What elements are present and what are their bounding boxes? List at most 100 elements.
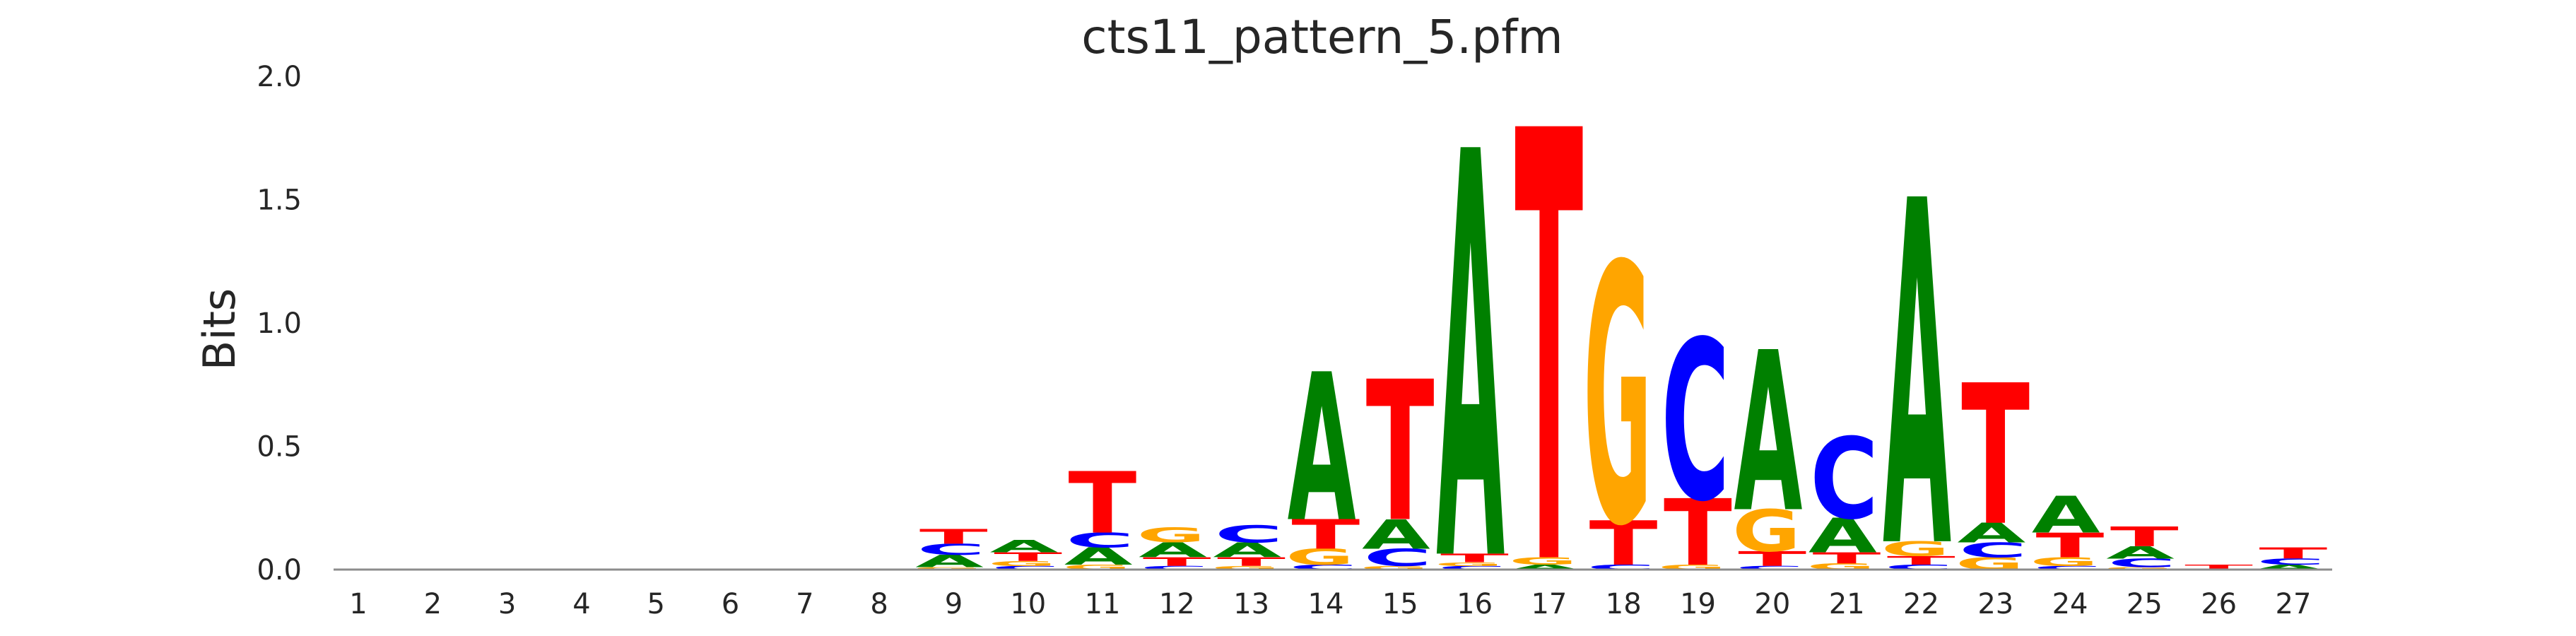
x-tick-label: 15 bbox=[1382, 588, 1418, 620]
letter-t: T bbox=[1440, 551, 1509, 565]
letter-c: C bbox=[1810, 415, 1878, 544]
svg-text:A: A bbox=[1288, 332, 1356, 567]
letter-a: A bbox=[1288, 332, 1356, 567]
letter-g: G bbox=[1732, 497, 1801, 565]
svg-text:T: T bbox=[2110, 521, 2179, 553]
svg-text:C: C bbox=[1140, 565, 1208, 570]
x-tick-label: 24 bbox=[2052, 588, 2088, 620]
svg-text:A: A bbox=[2255, 563, 2324, 571]
letter-t: T bbox=[919, 525, 988, 548]
svg-text:T: T bbox=[1515, 8, 1584, 636]
svg-text:T: T bbox=[919, 525, 988, 548]
svg-text:G: G bbox=[2030, 555, 2098, 568]
x-tick-label: 10 bbox=[1010, 588, 1046, 620]
svg-text:T: T bbox=[2184, 563, 2253, 571]
y-tick-label: 2.0 bbox=[257, 61, 302, 93]
svg-text:T: T bbox=[1589, 508, 1658, 579]
svg-text:T: T bbox=[1961, 345, 2030, 569]
y-axis-label: Bits bbox=[194, 288, 245, 370]
svg-text:C: C bbox=[1289, 563, 1358, 571]
letter-a: A bbox=[915, 551, 984, 571]
letter-t: T bbox=[1515, 8, 1584, 636]
letter-c: C bbox=[1587, 563, 1655, 571]
svg-text:C: C bbox=[1810, 415, 1878, 544]
x-tick-label: 19 bbox=[1680, 588, 1716, 620]
letter-c: C bbox=[1438, 565, 1507, 570]
letter-t: T bbox=[1738, 547, 1806, 570]
svg-text:T: T bbox=[1738, 547, 1806, 570]
y-tick-label: 1.0 bbox=[257, 307, 302, 340]
letter-c: C bbox=[992, 565, 1060, 570]
svg-text:C: C bbox=[992, 565, 1060, 570]
svg-text:C: C bbox=[1215, 521, 1283, 548]
letter-a: A bbox=[1957, 517, 2025, 549]
svg-text:T: T bbox=[1217, 555, 1286, 569]
x-axis-ticks: 1 2 3 4 5 6 7 8 9 10 11 12 13 14 15 16 17 18 19 20 21 22 23 24 2… bbox=[349, 588, 2311, 620]
letter-t: T bbox=[1366, 341, 1435, 565]
letter-t: T bbox=[1291, 511, 1360, 558]
svg-text:G: G bbox=[1881, 537, 1950, 560]
x-tick-label: 17 bbox=[1531, 588, 1567, 620]
svg-text:A: A bbox=[1139, 538, 1207, 562]
letter-a: A bbox=[1734, 305, 1803, 561]
letter-a: A bbox=[2106, 543, 2175, 563]
svg-text:C: C bbox=[1363, 544, 1432, 572]
letter-c: C bbox=[1959, 538, 2028, 563]
letter-t: T bbox=[1887, 553, 1955, 567]
chart-title: cts11_pattern_5.pfm bbox=[1081, 10, 1563, 64]
x-tick-label: 2 bbox=[424, 588, 442, 620]
letter-g: G bbox=[1360, 565, 1429, 570]
x-tick-label: 21 bbox=[1829, 588, 1865, 620]
svg-text:T: T bbox=[994, 550, 1062, 564]
x-tick-label: 23 bbox=[1977, 588, 2013, 620]
x-tick-label: 6 bbox=[722, 588, 739, 620]
letter-a: A bbox=[1511, 563, 1580, 571]
letter-a: A bbox=[1213, 538, 1281, 562]
letter-a: A bbox=[2255, 563, 2324, 571]
svg-text:C: C bbox=[2257, 557, 2325, 567]
letter-a: A bbox=[1139, 538, 1207, 562]
svg-text:T: T bbox=[1440, 551, 1509, 565]
svg-text:C: C bbox=[1736, 565, 1804, 570]
letter-a: A bbox=[1809, 509, 1877, 564]
y-tick-label: 1.5 bbox=[257, 184, 302, 217]
x-tick-label: 3 bbox=[498, 588, 516, 620]
svg-text:C: C bbox=[1884, 563, 1953, 571]
svg-text:C: C bbox=[1662, 295, 1730, 550]
svg-text:A: A bbox=[1213, 538, 1281, 562]
svg-text:G: G bbox=[1583, 192, 1652, 604]
letter-t: T bbox=[2110, 521, 2179, 553]
x-tick-label: 7 bbox=[796, 588, 813, 620]
svg-text:A: A bbox=[1436, 37, 1505, 636]
svg-text:C: C bbox=[2107, 556, 2176, 570]
x-tick-label: 1 bbox=[349, 588, 367, 620]
svg-text:A: A bbox=[2106, 543, 2175, 563]
letter-g: G bbox=[2030, 555, 2098, 568]
letter-a: A bbox=[1436, 37, 1505, 636]
letter-g: G bbox=[988, 560, 1057, 567]
letter-a: A bbox=[1064, 543, 1133, 570]
letter-t: T bbox=[1217, 555, 1286, 569]
letter-g: G bbox=[1137, 524, 1206, 547]
svg-text:A: A bbox=[2032, 486, 2100, 546]
letter-t: T bbox=[1143, 555, 1211, 569]
x-tick-label: 12 bbox=[1159, 588, 1195, 620]
letter-c: C bbox=[1363, 544, 1432, 572]
svg-text:G: G bbox=[1211, 565, 1280, 570]
x-tick-label: 9 bbox=[945, 588, 963, 620]
letter-c: C bbox=[1140, 565, 1208, 570]
letter-g: G bbox=[1509, 555, 1577, 567]
svg-text:T: T bbox=[1143, 555, 1211, 569]
svg-text:G: G bbox=[1137, 524, 1206, 547]
letter-g: G bbox=[1211, 565, 1280, 570]
svg-text:C: C bbox=[1587, 563, 1655, 571]
x-tick-label: 16 bbox=[1457, 588, 1493, 620]
x-tick-label: 26 bbox=[2201, 588, 2237, 620]
svg-text:A: A bbox=[1883, 102, 1952, 636]
svg-text:A: A bbox=[915, 551, 984, 571]
letter-g: G bbox=[2105, 567, 2173, 571]
svg-text:C: C bbox=[1959, 538, 2028, 563]
letter-g: G bbox=[914, 567, 982, 571]
